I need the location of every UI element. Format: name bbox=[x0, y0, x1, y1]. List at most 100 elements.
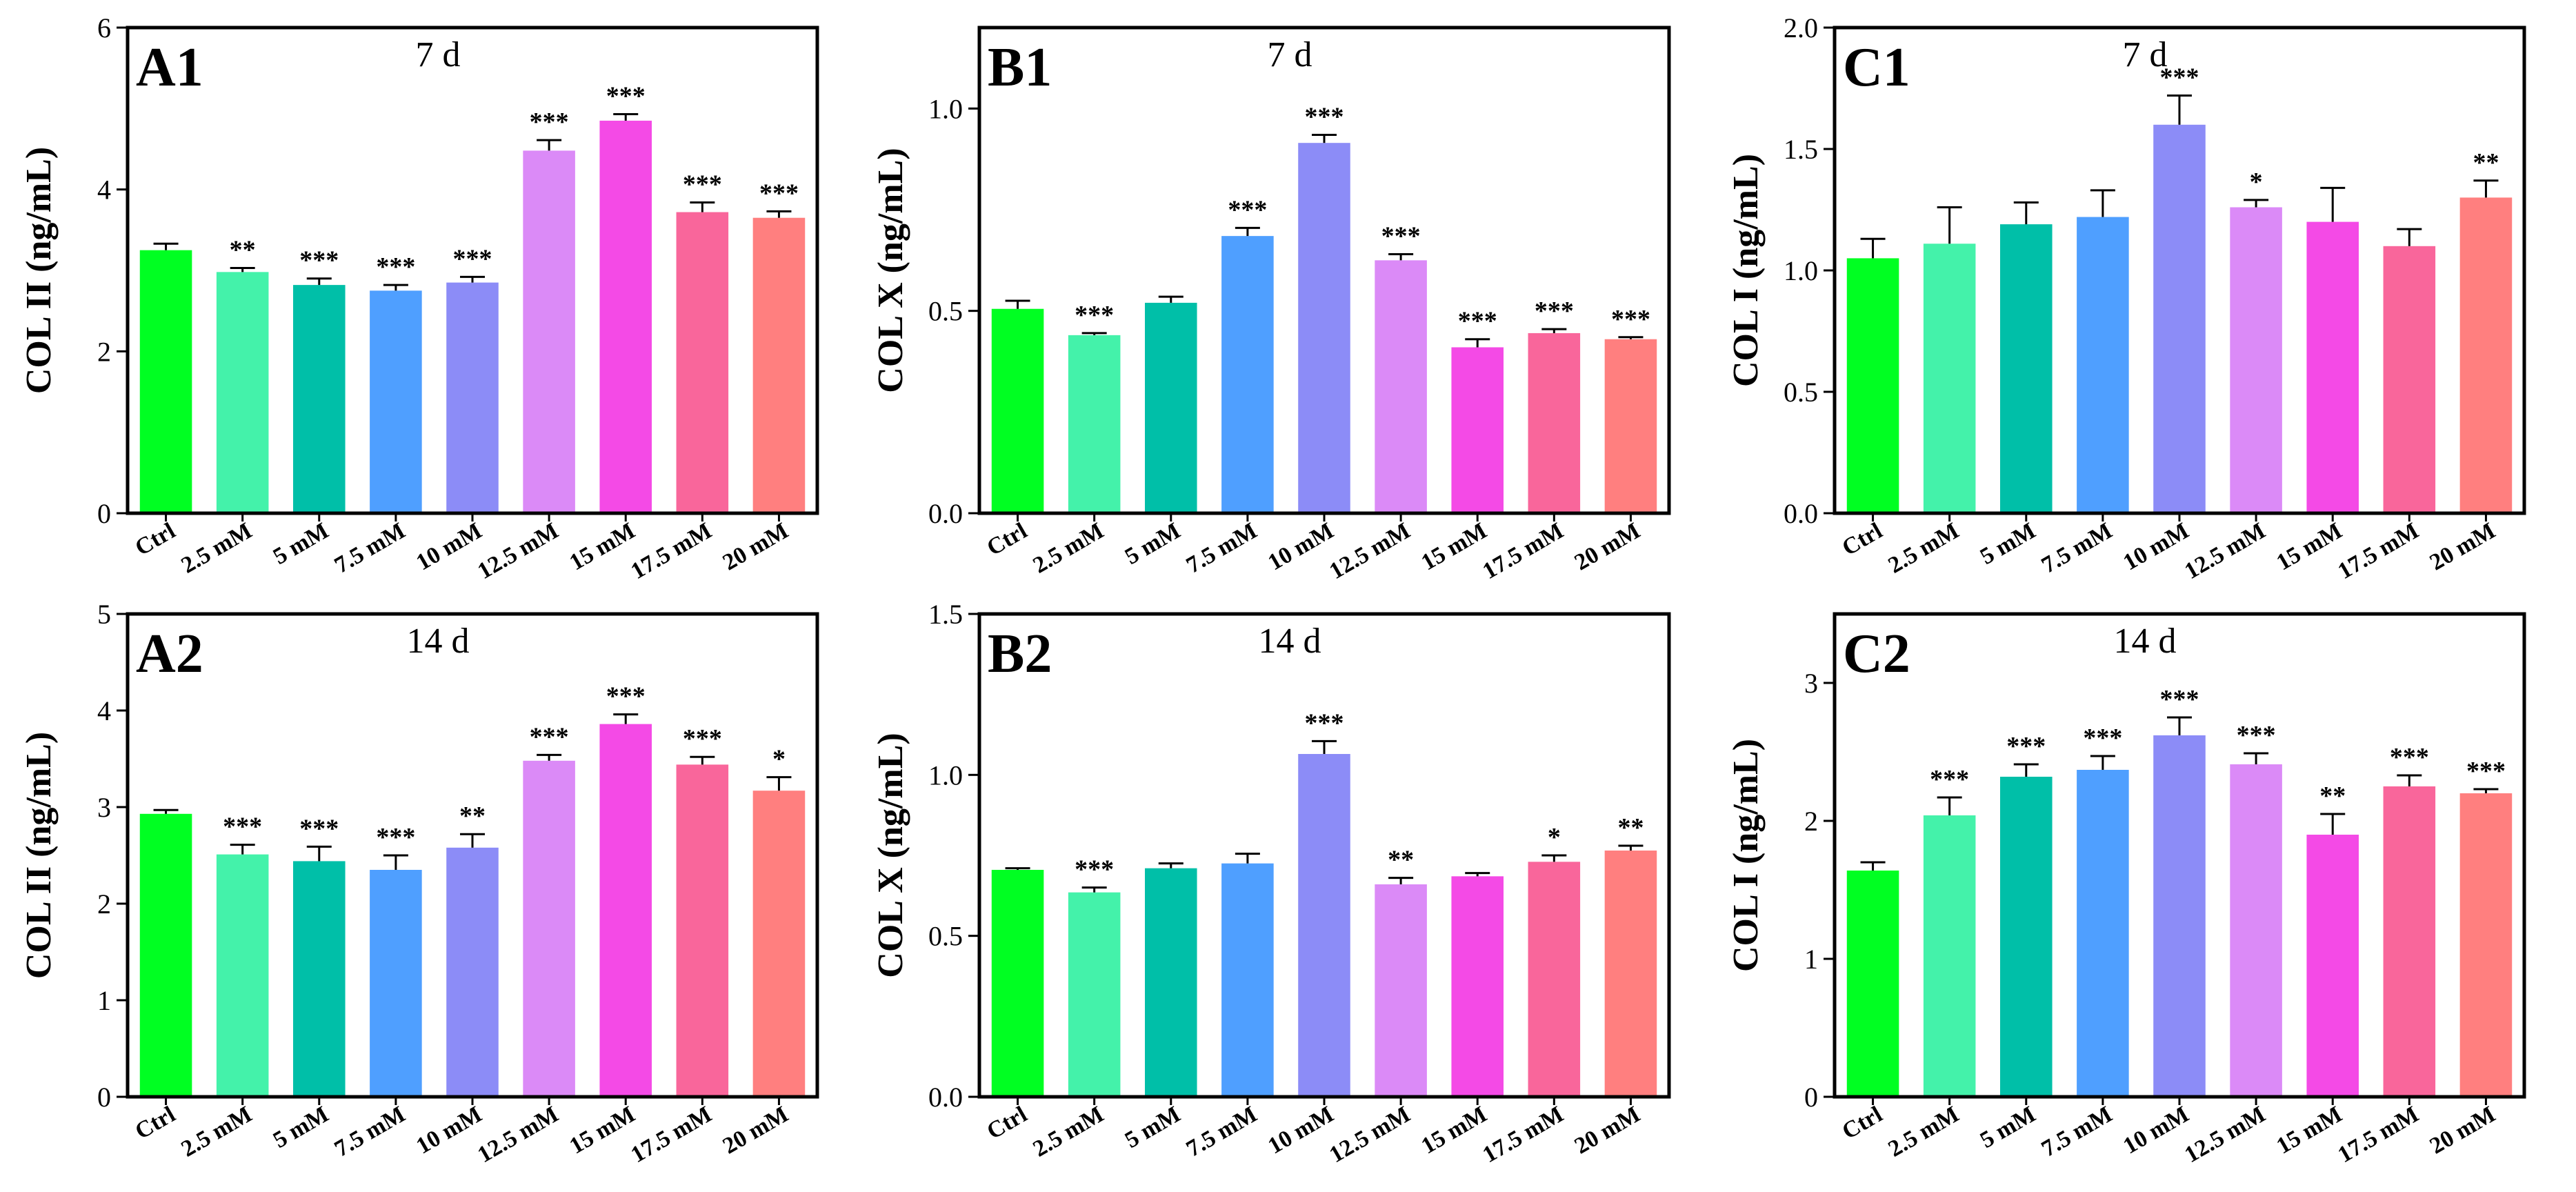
x-tick-label: 2.5 mM bbox=[177, 1102, 257, 1162]
bar-c2-5 bbox=[2230, 764, 2282, 1097]
y-tick-label: 0.0 bbox=[928, 498, 963, 529]
significance-label: *** bbox=[2237, 721, 2276, 750]
bar-b2-0 bbox=[991, 870, 1044, 1097]
bar-a1-6 bbox=[599, 120, 652, 513]
x-tick-label: 5 mM bbox=[269, 1102, 333, 1153]
x-tick-label: Ctrl bbox=[131, 518, 180, 561]
x-tick-label: 7.5 mM bbox=[330, 1102, 410, 1162]
x-tick-label: 5 mM bbox=[1121, 1102, 1185, 1153]
x-tick-label: 2.5 mM bbox=[1884, 518, 1964, 579]
x-tick-label: 12.5 mM bbox=[2180, 1102, 2270, 1168]
x-tick-label: Ctrl bbox=[1838, 518, 1887, 561]
significance-label: *** bbox=[606, 682, 646, 711]
y-tick-label: 1.5 bbox=[1784, 134, 1818, 165]
y-tick-label: 0.5 bbox=[928, 921, 963, 952]
panel-id: A1 bbox=[136, 37, 203, 98]
bar-c1-2 bbox=[2000, 224, 2053, 513]
x-tick-label: 5 mM bbox=[1121, 518, 1185, 570]
bar-a1-3 bbox=[370, 290, 422, 513]
x-tick-label: 2.5 mM bbox=[177, 518, 257, 579]
chart-title: 14 d bbox=[2114, 622, 2177, 661]
x-tick-label: 5 mM bbox=[1976, 518, 2040, 570]
y-axis-label: COL II (ng/mL) bbox=[19, 732, 59, 979]
significance-label: ** bbox=[2319, 782, 2346, 811]
y-tick-label: 3 bbox=[1804, 668, 1818, 699]
y-axis-label: COL X (ng/mL) bbox=[871, 148, 910, 393]
bar-a2-6 bbox=[599, 724, 652, 1097]
x-tick-label: 10 mM bbox=[412, 518, 486, 576]
y-tick-label: 0 bbox=[97, 498, 111, 529]
y-tick-label: 2 bbox=[1804, 806, 1818, 837]
y-axis-label: COL II (ng/mL) bbox=[19, 147, 59, 394]
significance-label: *** bbox=[530, 108, 569, 137]
significance-label: *** bbox=[2390, 743, 2429, 772]
plot-frame bbox=[977, 612, 1671, 1099]
bar-b1-6 bbox=[1451, 347, 1504, 513]
chart-title: 14 d bbox=[407, 622, 470, 661]
x-tick-label: 12.5 mM bbox=[473, 1102, 563, 1168]
x-tick-label: 20 mM bbox=[2426, 1102, 2500, 1160]
bar-c1-8 bbox=[2459, 197, 2513, 513]
x-tick-label: 20 mM bbox=[1570, 518, 1645, 576]
y-tick-label: 1.0 bbox=[1784, 255, 1818, 286]
y-tick-label: 0.5 bbox=[928, 296, 963, 327]
bar-b2-5 bbox=[1375, 884, 1427, 1097]
significance-label: *** bbox=[1305, 102, 1344, 131]
x-tick-label: 5 mM bbox=[1976, 1102, 2040, 1153]
significance-label: *** bbox=[299, 814, 339, 843]
x-tick-label: 20 mM bbox=[2426, 518, 2500, 576]
x-tick-label: 2.5 mM bbox=[1029, 518, 1108, 579]
significance-label: ** bbox=[230, 235, 256, 264]
plot-frame bbox=[126, 26, 819, 515]
significance-label: *** bbox=[759, 179, 799, 208]
bar-b2-6 bbox=[1451, 876, 1504, 1097]
bar-c2-4 bbox=[2153, 735, 2206, 1097]
x-tick-label: Ctrl bbox=[131, 1102, 180, 1144]
significance-label: *** bbox=[2160, 685, 2199, 714]
bar-b1-3 bbox=[1221, 236, 1274, 513]
x-tick-label: 10 mM bbox=[412, 1102, 486, 1160]
x-tick-label: 15 mM bbox=[566, 1102, 640, 1160]
y-tick-label: 4 bbox=[97, 175, 111, 206]
y-tick-label: 4 bbox=[97, 695, 111, 726]
chart-title: 14 d bbox=[1259, 622, 1321, 661]
y-tick-label: 0.0 bbox=[928, 1082, 963, 1113]
significance-label: *** bbox=[1611, 305, 1650, 334]
x-tick-label: Ctrl bbox=[1838, 1102, 1887, 1144]
significance-label: *** bbox=[299, 246, 339, 275]
bar-a1-4 bbox=[446, 282, 499, 513]
x-tick-label: 20 mM bbox=[719, 1102, 793, 1160]
plot-frame bbox=[977, 26, 1671, 515]
x-tick-label: 15 mM bbox=[1417, 518, 1492, 576]
chart-title: 7 d bbox=[416, 35, 461, 74]
bar-a2-4 bbox=[446, 847, 499, 1097]
significance-label: * bbox=[2250, 168, 2263, 197]
y-tick-label: 1.5 bbox=[928, 599, 963, 630]
bar-b2-8 bbox=[1604, 851, 1657, 1097]
significance-label: ** bbox=[1617, 813, 1644, 842]
x-tick-label: 7.5 mM bbox=[1182, 1102, 1261, 1162]
panel-a2: Ctrl *** 2.5 mM *** 5 mM *** 7.5 mM ** 10 mM *** 1… bbox=[19, 599, 819, 1168]
y-tick-label: 1.0 bbox=[928, 93, 963, 124]
chart-title: 7 d bbox=[2123, 35, 2168, 74]
bar-a2-2 bbox=[293, 861, 346, 1097]
bar-a1-8 bbox=[752, 217, 806, 513]
x-tick-label: 17.5 mM bbox=[1479, 518, 1568, 584]
x-tick-label: 7.5 mM bbox=[2037, 518, 2117, 579]
bar-b1-8 bbox=[1604, 339, 1657, 513]
bar-b1-4 bbox=[1298, 143, 1350, 513]
panel-id: A2 bbox=[136, 624, 203, 684]
x-tick-label: 2.5 mM bbox=[1884, 1102, 1964, 1162]
x-tick-label: Ctrl bbox=[983, 1102, 1032, 1144]
x-tick-label: 12.5 mM bbox=[473, 518, 563, 584]
bar-a2-5 bbox=[523, 760, 575, 1097]
bar-a1-0 bbox=[139, 250, 192, 513]
y-tick-label: 3 bbox=[97, 792, 111, 823]
y-axis-label: COL I (ng/mL) bbox=[1726, 154, 1766, 387]
significance-label: *** bbox=[2160, 63, 2199, 92]
plot-frame bbox=[1833, 612, 2526, 1099]
x-tick-label: 12.5 mM bbox=[1325, 518, 1415, 584]
y-tick-label: 2 bbox=[97, 888, 111, 920]
significance-label: *** bbox=[2083, 724, 2122, 753]
